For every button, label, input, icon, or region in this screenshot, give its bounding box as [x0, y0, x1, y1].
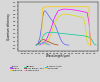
Legend: silicon, InGaAs, InGaAsInP, HgCdTe, CCD Backill 4k+, E-band EGS, E-band AuGe, Mo: silicon, InGaAs, InGaAsInP, HgCdTe, CCD … [10, 66, 62, 71]
X-axis label: Wavelength (μm): Wavelength (μm) [46, 54, 70, 58]
Y-axis label: Quantum efficiency: Quantum efficiency [7, 13, 11, 40]
